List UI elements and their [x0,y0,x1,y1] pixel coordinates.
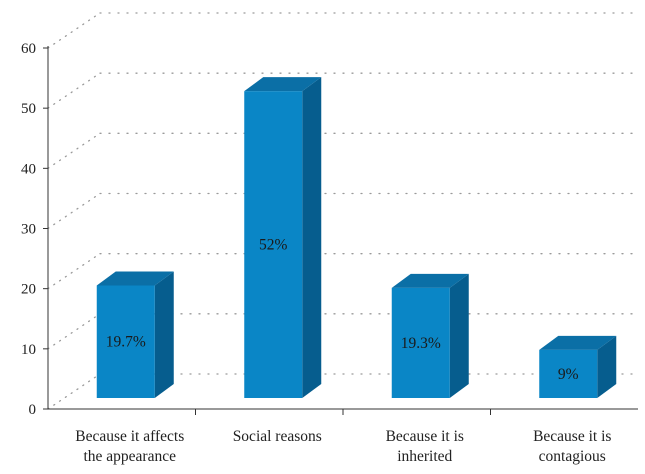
data-label: 19.3% [401,335,441,352]
category-label: Because it is inherited [386,428,464,465]
bar-top [391,273,469,288]
gridline-diagonal [47,72,101,109]
bar-front [244,91,303,398]
data-label: 52% [259,237,288,254]
bar-side [302,77,322,398]
bar-front [96,285,155,398]
category-label: Because it is contagious [533,428,611,465]
gridline-diagonal [47,12,101,49]
bar [244,77,322,398]
gridline-diagonal [47,192,101,230]
bar-side [154,271,174,398]
gridline-diagonal [47,313,101,350]
category-label: Social reasons [233,428,322,445]
gridline-diagonal [47,253,101,290]
y-tick-label: 30 [21,222,36,238]
y-tick-label: 20 [21,282,36,298]
bar-top [96,271,174,286]
labels: 19.7% Because it affects the appearance 52%… [75,237,611,465]
y-tick-label: 50 [21,101,36,117]
bar [539,335,617,398]
bar-top [244,77,322,92]
y-tick-label: 40 [21,161,36,177]
bar [96,271,174,398]
bar-front [391,287,450,398]
category-label: Because it affects the appearance [75,428,184,465]
bar-side [449,273,469,398]
data-label: 19.7% [106,334,146,351]
bar-top [539,335,617,350]
y-tick-label: 10 [21,342,36,358]
gridline-diagonal [47,132,101,169]
gridlines [47,12,639,410]
data-label: 9% [558,366,579,383]
y-tick-label: 60 [21,41,36,57]
bar [391,273,469,398]
bars [96,77,617,398]
axes: 0 10 20 30 40 50 60 [21,41,638,418]
bar-front [539,349,598,398]
y-tick-label: 0 [29,402,37,418]
bar-side [597,335,617,398]
gridline-diagonal [47,373,101,410]
